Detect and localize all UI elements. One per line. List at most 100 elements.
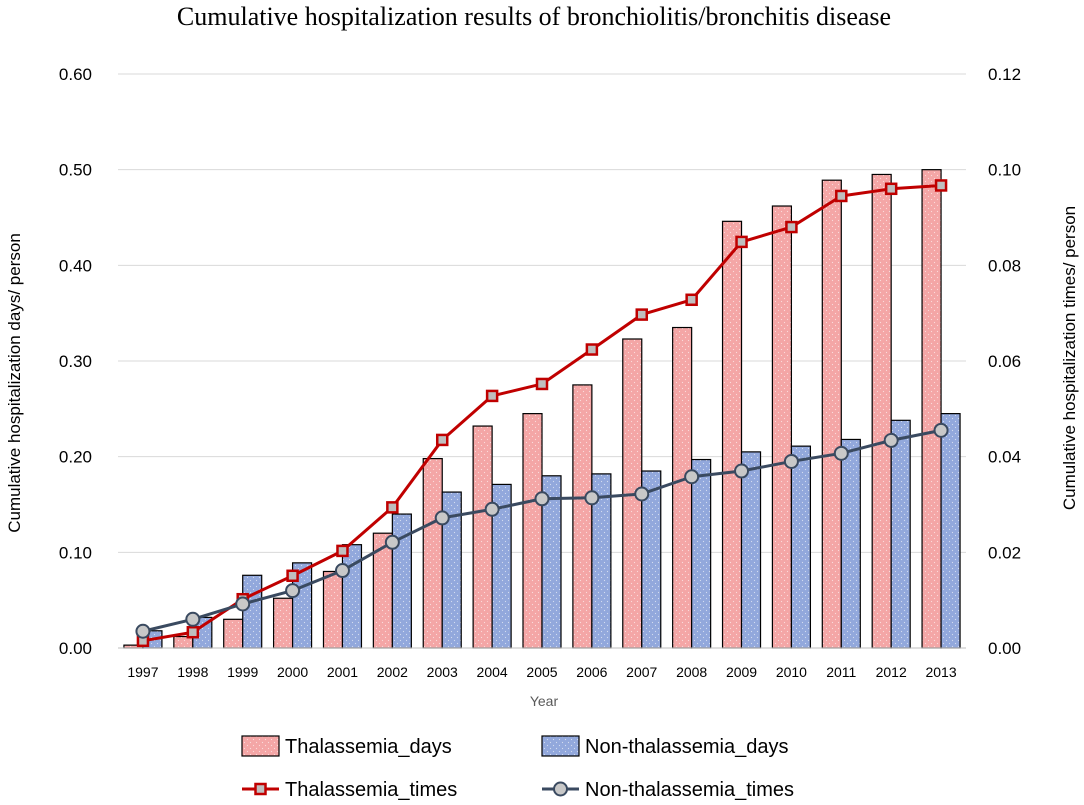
legend-label-thalassemia-times: Thalassemia_times: [285, 779, 457, 801]
bar-non-thalassemia-days: [890, 419, 911, 649]
marker-thalassemia-times: [835, 189, 848, 203]
marker-thalassemia-times: [336, 544, 349, 558]
marker-thalassemia-times: [485, 389, 499, 403]
bar-thalassemia-days: [921, 169, 942, 649]
bar-thalassemia-days: [871, 173, 892, 649]
y2-tick-label: 0.06: [988, 352, 1021, 371]
legend-swatch-thalassemia-days: [241, 735, 280, 757]
bar-thalassemia-days: [721, 220, 743, 649]
x-tick-label: 2009: [726, 664, 757, 680]
marker-thalassemia-times: [286, 569, 299, 583]
y2-tick-label: 0.10: [988, 161, 1021, 180]
marker-non-thalassemia-times: [534, 491, 550, 507]
x-tick-label: 2002: [377, 664, 408, 680]
marker-thalassemia-times: [535, 377, 549, 391]
marker-non-thalassemia-times: [634, 486, 650, 502]
bar-thalassemia-days: [223, 618, 244, 649]
y2-tick-label: 0.02: [988, 543, 1021, 562]
marker-non-thalassemia-times: [334, 563, 350, 579]
y2-tick-label: 0.12: [988, 65, 1021, 84]
x-tick-label: 2001: [327, 664, 358, 680]
bar-thalassemia-days: [771, 205, 793, 649]
marker-non-thalassemia-times: [484, 501, 500, 517]
right-axis-ticks: 0.00 0.02 0.04 0.06 0.08 0.10 0.12: [988, 65, 1021, 658]
bar-thalassemia-days: [522, 413, 543, 649]
series-lines: [135, 179, 949, 648]
y2-tick-label: 0.00: [988, 639, 1021, 658]
x-tick-label: 2005: [526, 664, 557, 680]
bar-non-thalassemia-days: [740, 451, 762, 649]
marker-thalassemia-times: [685, 293, 698, 307]
y-tick-label: 0.40: [59, 256, 92, 275]
chart-title: Cumulative hospitalization results of br…: [177, 2, 891, 31]
marker-non-thalassemia-times: [434, 510, 450, 526]
y2-tick-label: 0.08: [988, 256, 1021, 275]
legend-marker-thalassemia-times: [254, 782, 267, 796]
marker-non-thalassemia-times: [933, 422, 949, 438]
marker-thalassemia-times: [186, 625, 200, 639]
bar-thalassemia-days: [272, 597, 294, 649]
marker-thalassemia-times: [585, 343, 599, 356]
x-tick-label: 2006: [576, 664, 607, 680]
bar-thalassemia-days: [472, 425, 493, 649]
marker-thalassemia-times: [386, 501, 399, 514]
marker-thalassemia-times: [735, 235, 748, 249]
marker-thalassemia-times: [884, 182, 898, 196]
bar-thalassemia-days: [821, 179, 842, 649]
marker-non-thalassemia-times: [734, 463, 750, 479]
x-tick-label: 2000: [277, 664, 308, 680]
legend-label-thalassemia-days: Thalassemia_days: [285, 736, 452, 758]
x-tick-label: 2011: [826, 664, 856, 680]
marker-thalassemia-times: [635, 308, 649, 321]
x-tick-label: 1997: [127, 664, 158, 680]
marker-non-thalassemia-times: [235, 596, 251, 612]
marker-non-thalassemia-times: [833, 445, 849, 461]
marker-non-thalassemia-times: [584, 490, 600, 506]
marker-non-thalassemia-times: [384, 534, 400, 550]
marker-non-thalassemia-times: [883, 432, 899, 448]
y2-tick-label: 0.04: [988, 448, 1021, 467]
y-tick-label: 0.00: [59, 639, 92, 658]
y-tick-label: 0.30: [59, 352, 92, 371]
marker-thalassemia-times: [934, 179, 948, 192]
bars: [123, 169, 961, 649]
x-tick-label: 1999: [227, 664, 258, 680]
left-axis-ticks: 0.00 0.10 0.20 0.30 0.40 0.50 0.60: [59, 65, 92, 658]
marker-non-thalassemia-times: [783, 453, 799, 469]
y-axis-label: Cumulative hospitalization days/ person: [5, 233, 24, 533]
x-tick-label: 2007: [626, 664, 657, 680]
marker-non-thalassemia-times: [684, 469, 700, 485]
x-tick-label: 1998: [177, 664, 208, 680]
y2-axis-label: Cumulative hospitalization times/ person: [1060, 206, 1079, 510]
legend-swatch-non-thalassemia-days: [541, 735, 580, 757]
y-tick-label: 0.50: [59, 161, 92, 180]
y-tick-label: 0.20: [59, 448, 92, 467]
legend-label-non-thalassemia-times: Non-thalassemia_times: [585, 779, 794, 801]
marker-thalassemia-times: [435, 433, 449, 447]
marker-non-thalassemia-times: [185, 611, 201, 627]
x-tick-label: 2003: [427, 664, 458, 680]
x-tick-label: 2008: [676, 664, 707, 680]
bar-non-thalassemia-days: [691, 458, 712, 649]
legend-label-non-thalassemia-days: Non-thalassemia_days: [585, 736, 788, 758]
bar-thalassemia-days: [672, 326, 693, 649]
bar-non-thalassemia-days: [840, 438, 861, 649]
bar-thalassemia-days: [422, 457, 443, 649]
bar-non-thalassemia-days: [940, 413, 961, 649]
legend: Thalassemia_days Non-thalassemia_days Thal…: [241, 735, 794, 801]
x-axis-label: Year: [530, 693, 559, 709]
x-axis-ticks: 1997 1998 1999 2000 2001 2002 2003 2004 2005 2006…: [127, 664, 956, 680]
bar-non-thalassemia-days: [790, 445, 812, 649]
x-tick-label: 2012: [876, 664, 907, 680]
y-tick-label: 0.60: [59, 65, 92, 84]
marker-non-thalassemia-times: [285, 583, 301, 599]
legend-marker-non-thalassemia-times: [553, 781, 568, 797]
x-tick-label: 2013: [925, 664, 956, 680]
bar-non-thalassemia-days: [242, 574, 263, 649]
y-tick-label: 0.10: [59, 543, 92, 562]
x-tick-label: 2004: [477, 664, 508, 680]
bar-thalassemia-days: [572, 384, 593, 649]
x-tick-label: 2010: [776, 664, 807, 680]
bar-thalassemia-days: [322, 570, 344, 649]
